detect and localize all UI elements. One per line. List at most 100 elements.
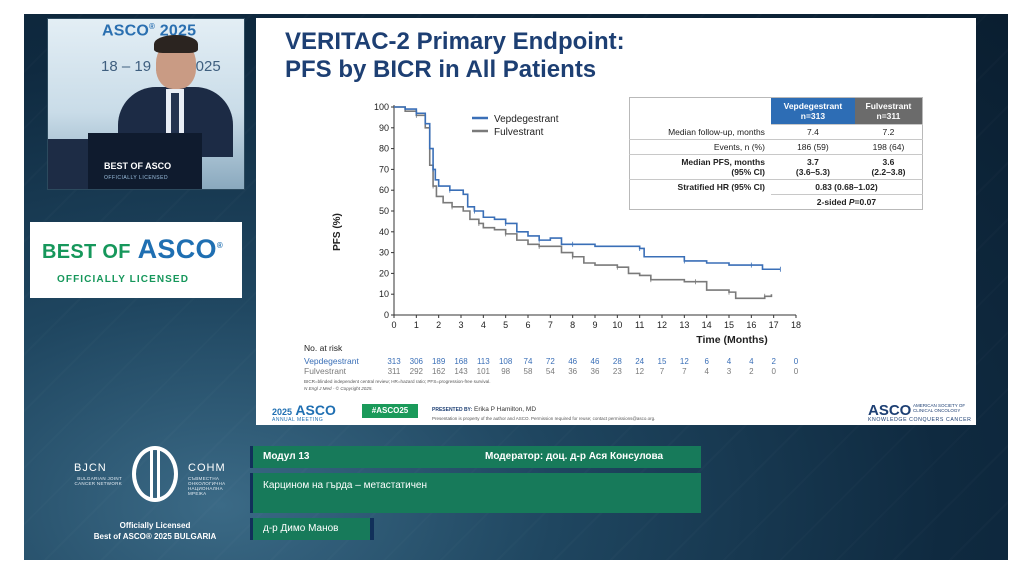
asco-society-name: AMERICAN SOCIETY OF CLINICAL ONCOLOGY: [913, 403, 966, 413]
results-header-fulvestrant: Fulvestrant n=311: [854, 97, 923, 125]
x-tick-label: 13: [679, 320, 689, 330]
results-header-vepdegestrant: Vepdegestrant n=313: [770, 97, 855, 125]
results-row-label: [630, 195, 771, 210]
hashtag-badge: #ASCO25: [362, 404, 418, 418]
bjcn-emblem-bar-icon: [150, 450, 160, 498]
x-tick-label: 7: [548, 320, 553, 330]
results-cell-p: 2-sided P=0.07: [816, 197, 877, 207]
y-tick-label: 40: [379, 227, 389, 237]
results-cell: 186 (59): [770, 139, 855, 155]
results-table: Vepdegestrant n=313 Fulvestrant n=311 Medi…: [629, 97, 923, 210]
podium-badge: BEST OF ASCO: [104, 161, 172, 171]
chart-series-layer: [394, 106, 781, 300]
x-tick-label: 14: [702, 320, 712, 330]
at-risk-value: 3: [727, 367, 732, 376]
at-risk-row-label: Fulvestrant: [304, 366, 347, 376]
x-tick-label: 15: [724, 320, 734, 330]
results-row-label: Median follow-up, months: [629, 124, 771, 140]
best-of-asco-subtitle: OFFICIALLY LICENSED: [57, 274, 190, 285]
topic-label: Карцином на гърда – метастатичен: [263, 480, 428, 491]
y-tick-label: 0: [384, 310, 389, 320]
at-risk-value: 58: [524, 367, 533, 376]
at-risk-value: 7: [682, 367, 687, 376]
legend-label: Fulvestrant: [494, 127, 544, 138]
results-cell: 7.2: [854, 124, 923, 140]
speaker-bar: д-р Димо Манов: [250, 518, 370, 540]
at-risk-value: 311: [388, 367, 401, 376]
podium: [88, 133, 202, 189]
x-tick-label: 10: [612, 320, 622, 330]
at-risk-value: 4: [727, 357, 732, 366]
speaker-name: д-р Димо Манов: [263, 523, 339, 534]
at-risk-title: No. at risk: [304, 343, 343, 353]
at-risk-value: 74: [524, 357, 533, 366]
at-risk-value: 292: [410, 367, 424, 376]
at-risk-value: 101: [477, 367, 491, 376]
at-risk-value: 143: [454, 367, 468, 376]
background-screen: [48, 139, 88, 189]
x-axis-label: Time (Months): [696, 334, 768, 346]
at-risk-value: 306: [410, 357, 424, 366]
podium-subtitle: OFFICIALLY LICENSED: [104, 175, 169, 181]
bjcn-logo: BJCN COHM BULGARIAN JOINT CANCER NETWORK…: [70, 440, 230, 550]
copyright-note: Presentation is property of the author a…: [432, 416, 656, 421]
presentation-slide: VERITAC-2 Primary Endpoint: PFS by BICR …: [256, 18, 976, 425]
at-risk-value: 23: [613, 367, 622, 376]
y-axis-label: PFS (%): [332, 213, 343, 251]
y-tick-label: 10: [379, 289, 389, 299]
results-row: Median follow-up, months 7.4 7.2: [629, 124, 923, 140]
footnote-abbrev: BICR=blinded independent central review;…: [304, 379, 491, 384]
x-tick-label: 0: [391, 320, 396, 330]
x-tick-label: 8: [570, 320, 575, 330]
speaker-bar-accent: [370, 518, 374, 540]
bjcn-latin-subtitle: BULGARIAN JOINT CANCER NETWORK: [74, 476, 122, 486]
asco-tagline: KNOWLEDGE CONQUERS CANCER: [868, 417, 972, 423]
best-of-asco-logo: BEST OF ASCO® OFFICIALLY LICENSED: [30, 222, 242, 298]
at-risk-value: 7: [660, 367, 665, 376]
at-risk-value: 2: [771, 357, 776, 366]
bjcn-latin-name: BJCN: [74, 462, 107, 474]
slide-footer: 2025 ASCO ANNUAL MEETING #ASCO25 PRESENT…: [256, 402, 976, 425]
results-header-blank: [629, 97, 771, 125]
y-tick-label: 60: [379, 185, 389, 195]
x-tick-label: 5: [503, 320, 508, 330]
at-risk-value: 15: [658, 357, 667, 366]
at-risk-value: 0: [771, 367, 776, 376]
at-risk-value: 46: [568, 357, 577, 366]
at-risk-value: 313: [387, 357, 401, 366]
x-tick-label: 18: [791, 320, 801, 330]
x-tick-label: 2: [436, 320, 441, 330]
module-label: Модул 13: [263, 451, 310, 462]
y-tick-label: 50: [379, 206, 389, 216]
y-tick-label: 30: [379, 248, 389, 258]
bjcn-cyrillic-name: COHM: [188, 462, 226, 474]
video-stage: ASCO® 2025 18 – 19 юни 2025 BEST OF ASCO…: [24, 14, 1008, 560]
x-tick-label: 16: [746, 320, 756, 330]
x-tick-label: 11: [635, 320, 644, 330]
at-risk-value: 98: [501, 367, 510, 376]
x-tick-label: 3: [458, 320, 463, 330]
presenter-line: PRESENTED BY: Erika P Hamilton, MD: [432, 406, 537, 413]
module-bar: Модул 13 Модератор: доц. д-р Ася Консуло…: [250, 446, 701, 468]
at-risk-value: 12: [680, 357, 689, 366]
bjcn-cyrillic-subtitle: СЪВМЕСТНА ОНКОЛОГИЧНА НАЦИОНАЛНА МРЕЖА: [188, 476, 226, 496]
x-tick-label: 1: [414, 320, 419, 330]
y-tick-label: 100: [374, 102, 389, 112]
results-row: Stratified HR (95% CI) 0.83 (0.68–1.02): [630, 179, 923, 195]
at-risk-value: 108: [499, 357, 513, 366]
chart-legend: Vepdegestrant Fulvestrant: [472, 114, 559, 138]
at-risk-value: 113: [477, 357, 490, 366]
results-header-row: Vepdegestrant n=313 Fulvestrant n=311: [629, 97, 923, 125]
at-risk-value: 162: [432, 367, 446, 376]
results-cell: 3.7 (3.6–5.3): [770, 154, 855, 180]
x-tick-label: 4: [481, 320, 486, 330]
y-tick-label: 20: [379, 268, 389, 278]
y-tick-label: 90: [379, 123, 389, 133]
at-risk-value: 54: [546, 367, 555, 376]
at-risk-value: 189: [432, 357, 446, 366]
legend-label: Vepdegestrant: [494, 114, 559, 125]
moderator-label: Модератор: доц. д-р Ася Консулова: [485, 451, 664, 462]
